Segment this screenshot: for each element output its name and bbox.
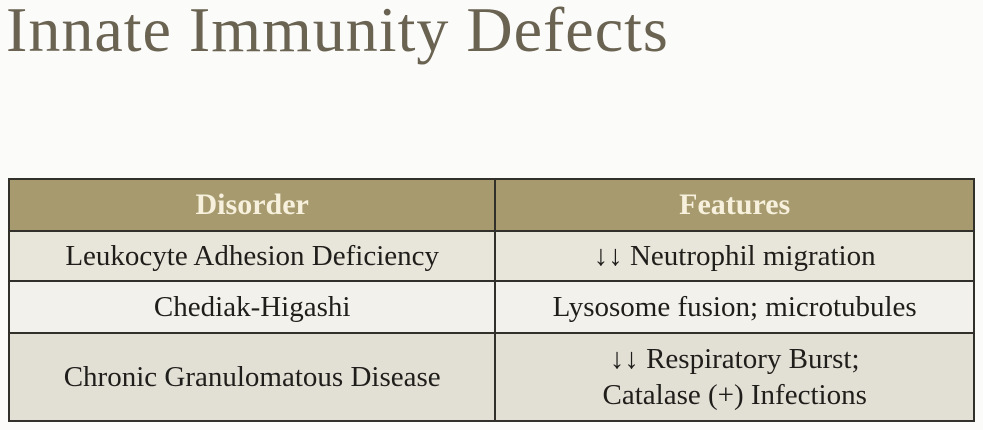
innate-immunity-defects-table: Disorder Features Leukocyte Adhesion Def… [7, 178, 975, 422]
slide-title: Innate Immunity Defects [6, 0, 669, 65]
features-cell-respiratory-burst: ↓↓ Respiratory Burst; Catalase (+) Infec… [494, 332, 975, 422]
features-cell-lysosome-fusion: Lysosome fusion; microtubules [494, 280, 975, 334]
disorder-cell-leukocyte-adhesion-deficiency: Leukocyte Adhesion Deficiency [7, 230, 497, 282]
disorder-cell-chediak-higashi: Chediak-Higashi [7, 280, 497, 334]
disorder-cell-chronic-granulomatous-disease: Chronic Granulomatous Disease [7, 332, 497, 422]
column-header-disorder: Disorder [7, 178, 497, 232]
features-cell-neutrophil-migration: ↓↓ Neutrophil migration [494, 230, 975, 282]
table-row: Leukocyte Adhesion Deficiency ↓↓ Neutrop… [7, 230, 975, 282]
table-header-row: Disorder Features [7, 178, 975, 232]
table-row: Chronic Granulomatous Disease ↓↓ Respira… [7, 332, 975, 422]
column-header-features: Features [494, 178, 975, 232]
table-row: Chediak-Higashi Lysosome fusion; microtu… [7, 280, 975, 334]
